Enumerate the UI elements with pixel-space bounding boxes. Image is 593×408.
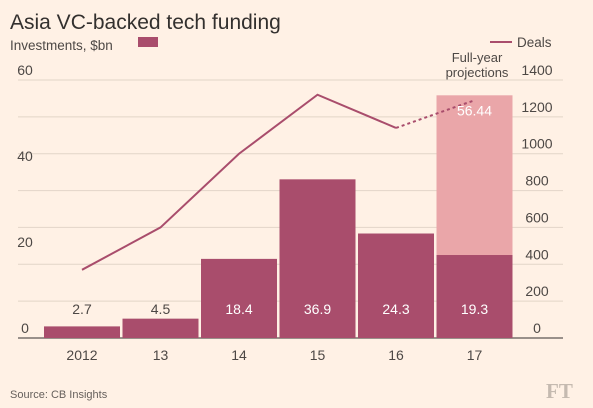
right-axis-label: Deals (517, 35, 552, 50)
investment-bar (358, 233, 434, 338)
labels: 0204060020040060080010001200140056.442.7… (17, 62, 553, 363)
chart-title: Asia VC-backed tech funding (10, 11, 281, 34)
deals-line-group (81, 93, 475, 271)
right-tick-label: 400 (525, 246, 549, 262)
deals-line-projection (395, 99, 475, 129)
category-label: 16 (388, 347, 404, 363)
category-label: 2012 (66, 347, 97, 363)
right-tick-label: 0 (533, 320, 541, 336)
right-tick-label: 1400 (521, 62, 552, 78)
projection-annotation-line2: projections (446, 65, 509, 80)
projection-annotation-line1: Full-year (452, 50, 503, 65)
investment-bar-label: 18.4 (225, 301, 252, 317)
investment-bar (279, 179, 356, 338)
ft-logo: FT (546, 379, 573, 403)
category-label: 13 (153, 347, 169, 363)
investment-bar-label: 19.3 (461, 301, 488, 317)
right-tick-label: 600 (525, 209, 549, 225)
investment-bar-label: 2.7 (72, 301, 92, 317)
left-tick-label: 40 (17, 148, 33, 164)
right-tick-label: 800 (525, 173, 549, 189)
category-label: 15 (310, 347, 326, 363)
category-label: 14 (231, 347, 247, 363)
investment-bar-label: 4.5 (151, 301, 171, 317)
investment-bar (201, 258, 277, 338)
category-label: 17 (467, 347, 483, 363)
left-axis-label: Investments, $bn (10, 38, 113, 53)
source-note: Source: CB Insights (10, 389, 108, 401)
investments-legend-swatch (138, 37, 158, 47)
right-tick-label: 200 (525, 283, 549, 299)
investment-bar (44, 326, 120, 338)
investment-bar-label: 24.3 (382, 301, 409, 317)
right-tick-label: 1200 (521, 99, 552, 115)
investment-bar-label: 36.9 (304, 301, 331, 317)
projection-bar-label: 56.44 (457, 102, 492, 118)
bars (44, 95, 513, 338)
left-tick-label: 20 (17, 234, 33, 250)
right-tick-label: 1000 (521, 136, 552, 152)
investment-bar (436, 255, 513, 338)
investment-bar (122, 318, 199, 338)
deals-line (81, 93, 397, 271)
left-tick-label: 0 (21, 320, 29, 336)
left-tick-label: 60 (17, 62, 33, 78)
